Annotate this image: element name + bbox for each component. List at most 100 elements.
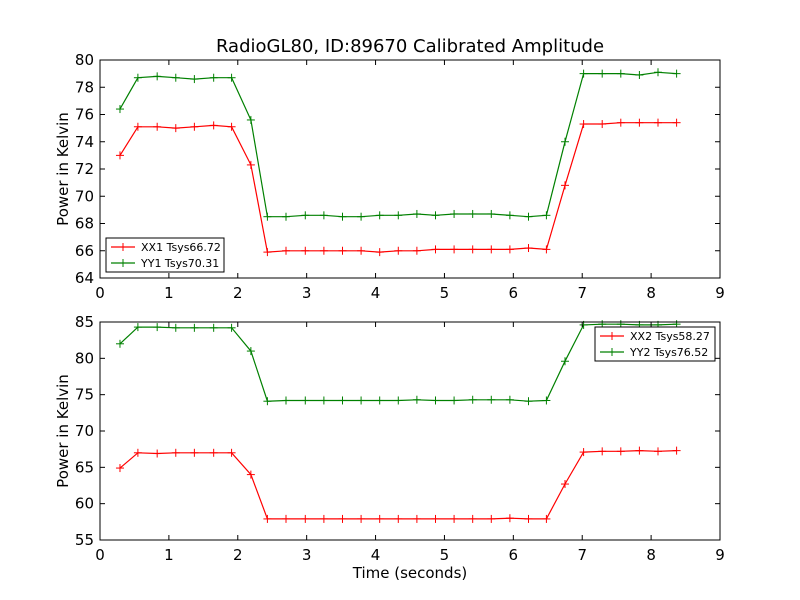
x-tick-label: 4 xyxy=(371,546,381,564)
legend-label: YY2 Tsys76.52 xyxy=(629,346,708,359)
data-point xyxy=(338,246,347,255)
series-xx2 xyxy=(115,446,681,523)
data-point xyxy=(375,248,384,257)
x-tick-label: 7 xyxy=(577,284,587,302)
y-axis-label: Power in Kelvin xyxy=(54,374,72,488)
y-tick-label: 80 xyxy=(75,349,94,367)
data-point xyxy=(468,245,477,254)
x-tick-label: 6 xyxy=(509,284,519,302)
data-point xyxy=(171,323,180,332)
data-point xyxy=(542,211,551,220)
data-point xyxy=(246,160,255,169)
data-point xyxy=(301,396,310,405)
x-tick-label: 0 xyxy=(95,284,105,302)
data-point xyxy=(394,246,403,255)
y-tick-label: 64 xyxy=(75,269,94,287)
data-point xyxy=(672,118,681,127)
data-point xyxy=(133,323,142,332)
data-point xyxy=(246,347,255,356)
x-axis-label: Time (seconds) xyxy=(352,564,468,582)
x-tick-label: 2 xyxy=(233,546,243,564)
y-tick-label: 70 xyxy=(75,187,94,205)
data-point xyxy=(357,396,366,405)
data-point xyxy=(505,245,514,254)
data-point xyxy=(301,246,310,255)
data-point xyxy=(153,323,162,332)
data-point xyxy=(487,245,496,254)
data-point xyxy=(524,244,533,253)
data-point xyxy=(282,246,290,255)
y-tick-label: 74 xyxy=(75,133,94,151)
data-point xyxy=(375,396,384,405)
data-point xyxy=(487,395,496,404)
legend: XX2 Tsys58.27 YY2 Tsys76.52 xyxy=(594,326,716,362)
data-point xyxy=(153,72,162,81)
y-tick-label: 72 xyxy=(75,160,94,178)
legend-box xyxy=(105,237,225,273)
data-point xyxy=(357,514,366,523)
data-point xyxy=(115,339,124,348)
data-point xyxy=(654,68,662,77)
data-point xyxy=(227,122,236,131)
data-point xyxy=(579,69,588,78)
data-point xyxy=(282,212,290,221)
y-tick-label: 70 xyxy=(75,422,94,440)
data-point xyxy=(227,323,236,332)
data-point xyxy=(394,396,403,405)
data-point xyxy=(319,396,328,405)
y-tick-label: 68 xyxy=(75,215,94,233)
data-point xyxy=(487,209,496,218)
series-yy1 xyxy=(115,68,681,221)
data-point xyxy=(672,69,681,78)
data-point xyxy=(357,246,366,255)
y-tick-label: 80 xyxy=(75,51,94,69)
data-point xyxy=(579,448,588,457)
bottom-plot-panel: 0 1 2 3 4 5 6 7 8 9 55 60 65 70 75 80 85 Power in Kelvin T… xyxy=(54,313,725,582)
data-point xyxy=(338,212,347,221)
data-point xyxy=(598,69,607,78)
data-point xyxy=(246,115,255,124)
data-point xyxy=(171,124,180,133)
legend-label: XX1 Tsys66.72 xyxy=(141,241,221,254)
data-point xyxy=(263,397,272,406)
data-point xyxy=(542,514,551,523)
legend-label: XX2 Tsys58.27 xyxy=(630,330,710,343)
data-point xyxy=(115,464,124,473)
data-point xyxy=(450,396,459,405)
y-tick-label: 85 xyxy=(75,313,94,331)
data-point xyxy=(171,73,180,82)
data-point xyxy=(561,480,569,489)
data-point xyxy=(542,396,551,405)
data-point xyxy=(375,514,384,523)
data-point xyxy=(190,122,199,131)
data-point xyxy=(561,137,569,146)
y-tick-label: 76 xyxy=(75,106,94,124)
data-point xyxy=(412,395,421,404)
data-point xyxy=(319,514,328,523)
data-point xyxy=(431,211,440,220)
data-point xyxy=(338,514,347,523)
data-point xyxy=(153,122,162,131)
data-point xyxy=(263,248,272,257)
y-tick-label: 78 xyxy=(75,78,94,96)
data-point xyxy=(450,514,459,523)
data-point xyxy=(431,245,440,254)
data-point xyxy=(468,395,477,404)
x-tick-label: 1 xyxy=(164,284,174,302)
data-point xyxy=(357,212,366,221)
data-point xyxy=(505,514,514,523)
legend: XX1 Tsys66.72 YY1 Tsys70.31 xyxy=(105,237,225,273)
data-point xyxy=(635,446,644,455)
y-tick-label: 55 xyxy=(75,531,94,549)
x-tick-label: 9 xyxy=(715,284,725,302)
data-point xyxy=(412,514,421,523)
x-tick-label: 7 xyxy=(577,546,587,564)
legend-label: YY1 Tsys70.31 xyxy=(140,257,219,270)
x-tick-label: 3 xyxy=(302,546,312,564)
data-point xyxy=(190,75,199,84)
data-point xyxy=(209,121,218,130)
series-xx1 xyxy=(115,118,681,257)
data-point xyxy=(654,118,662,127)
